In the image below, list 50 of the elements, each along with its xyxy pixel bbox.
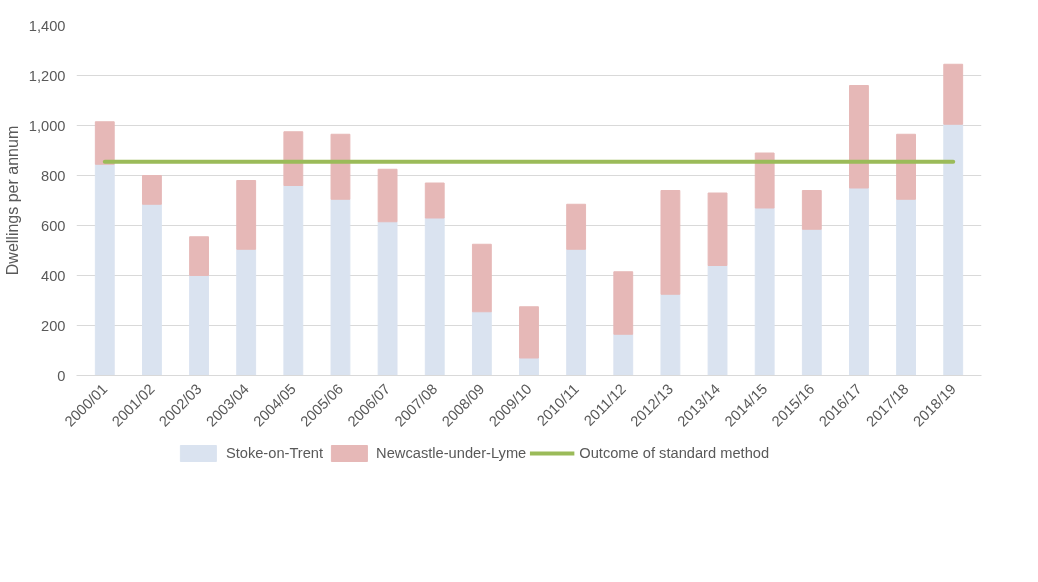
bar	[141, 175, 162, 205]
bar	[519, 357, 539, 376]
bar	[471, 311, 492, 376]
bar	[849, 85, 869, 189]
legend-label: Stoke-on-Trent	[225, 445, 324, 461]
bar	[801, 190, 822, 230]
legend-label: Newcastle-under-Lyme	[376, 445, 527, 461]
bar	[896, 198, 917, 376]
bar	[94, 163, 115, 376]
bar	[519, 306, 539, 359]
y-tick-label: 0	[57, 367, 66, 384]
y-tick-label: 200	[41, 317, 66, 334]
y-tick-label: 1,400	[28, 17, 66, 34]
bar	[330, 133, 351, 200]
y-tick-label: 800	[41, 167, 66, 184]
bar	[566, 203, 587, 250]
bar	[330, 198, 351, 376]
bar	[189, 236, 209, 276]
bar	[471, 243, 492, 313]
bar	[613, 271, 634, 335]
y-axis-title: Dwellings per annum	[3, 125, 21, 276]
bar	[424, 182, 445, 219]
bar	[283, 131, 304, 186]
bar	[377, 168, 398, 223]
bar	[943, 63, 964, 125]
y-tick-label: 1,200	[28, 67, 66, 84]
bar	[754, 152, 775, 209]
legend-label: Outcome of standard method	[579, 445, 770, 461]
bar	[660, 293, 681, 376]
bar	[943, 123, 964, 376]
y-tick-label: 600	[41, 217, 66, 234]
bar	[424, 217, 445, 376]
bar	[141, 203, 162, 376]
y-tick-label: 400	[41, 267, 66, 284]
bar	[754, 207, 775, 376]
bar	[236, 248, 257, 376]
bar	[236, 180, 257, 250]
bar	[189, 275, 209, 376]
bar	[896, 133, 917, 200]
bar	[377, 221, 398, 376]
bar	[849, 187, 869, 376]
y-tick-label: 1,000	[28, 117, 66, 134]
bar	[707, 265, 728, 376]
bar	[283, 185, 304, 376]
bar	[660, 190, 681, 295]
bar	[566, 248, 587, 376]
bar	[94, 121, 115, 165]
bar	[801, 228, 822, 376]
bar	[613, 333, 634, 376]
bar	[707, 192, 728, 266]
